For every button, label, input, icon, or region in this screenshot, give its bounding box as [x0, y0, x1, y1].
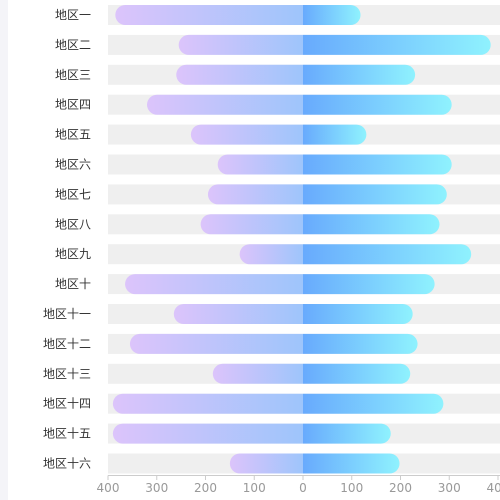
category-label: 地区三	[55, 68, 91, 82]
bar-right	[303, 274, 435, 295]
category-label: 地区五	[55, 128, 91, 142]
bar-left	[125, 274, 303, 295]
bar-right	[303, 333, 418, 354]
category-label-group: 地区一地区二地区三地区四地区五地区六地区七地区八地区九地区十地区十一地区十二地区…	[43, 8, 91, 471]
bar-left	[112, 423, 303, 444]
x-tick-label: 300	[438, 481, 461, 495]
bar-left	[147, 94, 303, 115]
category-label: 地区四	[55, 98, 91, 112]
category-label: 地区十四	[43, 397, 91, 411]
bar-right	[303, 214, 440, 235]
x-tick-label: 200	[389, 481, 412, 495]
category-label: 地区十五	[43, 427, 91, 441]
x-tick-label: 200	[194, 481, 217, 495]
category-label: 地区一	[55, 8, 91, 22]
bar-left	[200, 214, 303, 235]
category-label: 地区十二	[43, 337, 91, 351]
bar-left	[115, 5, 303, 25]
bar-left	[173, 304, 303, 324]
bar-right	[303, 34, 491, 55]
x-tick-label: 300	[145, 481, 168, 495]
bar-right	[303, 94, 452, 115]
category-label: 地区七	[55, 187, 91, 201]
x-tick-label: 400	[487, 481, 500, 495]
bar-right	[303, 124, 367, 145]
bar-right	[303, 5, 361, 25]
bar-right	[303, 64, 416, 85]
category-label: 地区九	[55, 247, 91, 261]
bar-left	[217, 154, 303, 175]
category-label: 地区二	[55, 38, 91, 52]
x-tick-label: 0	[299, 481, 307, 495]
category-label: 地区十一	[43, 307, 91, 321]
bar-right	[303, 363, 411, 384]
x-tick-label: 100	[243, 481, 266, 495]
bar-right	[303, 184, 447, 205]
bar-right	[303, 453, 400, 474]
bar-right	[303, 393, 444, 414]
x-tick-label: 400	[97, 481, 120, 495]
bar-right	[303, 154, 452, 175]
bar-left	[176, 64, 303, 85]
bar-left	[190, 124, 303, 145]
bar-left	[112, 393, 303, 414]
bar-left	[212, 363, 303, 384]
category-label: 地区十三	[43, 367, 91, 381]
category-label: 地区十	[55, 277, 91, 291]
bar-left	[178, 34, 303, 55]
bar-right	[303, 304, 413, 324]
bar-group	[112, 5, 491, 474]
bar-left	[207, 184, 303, 205]
x-tick-label: 100	[340, 481, 363, 495]
bar-left	[229, 453, 303, 474]
bar-right	[303, 244, 472, 265]
bar-left	[239, 244, 303, 265]
category-label: 地区六	[55, 158, 91, 172]
bar-right	[303, 423, 391, 444]
x-tick-group: 400 300 200 100 0 100 200 300 400	[97, 475, 500, 495]
category-label: 地区十六	[43, 457, 91, 471]
category-label: 地区八	[55, 217, 91, 231]
bar-left	[129, 333, 303, 354]
